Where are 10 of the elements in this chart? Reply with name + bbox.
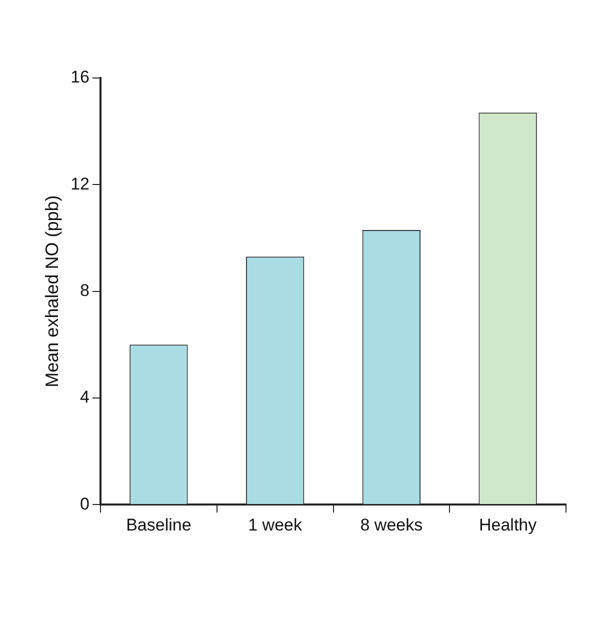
y-tick-label: 8 xyxy=(80,280,90,300)
x-tick-label: Healthy xyxy=(478,515,538,534)
y-axis-title: Mean exhaled NO (ppb) xyxy=(42,195,62,388)
y-tick-label: 12 xyxy=(70,174,90,194)
x-tick-label: Baseline xyxy=(126,515,192,534)
x-tick-label: 1 week xyxy=(248,515,302,534)
y-tick-label: 4 xyxy=(80,388,90,407)
y-tick-label: 16 xyxy=(70,68,90,87)
y-tick-label: 0 xyxy=(80,494,90,514)
x-tick-label: 8 weeks xyxy=(360,515,423,534)
